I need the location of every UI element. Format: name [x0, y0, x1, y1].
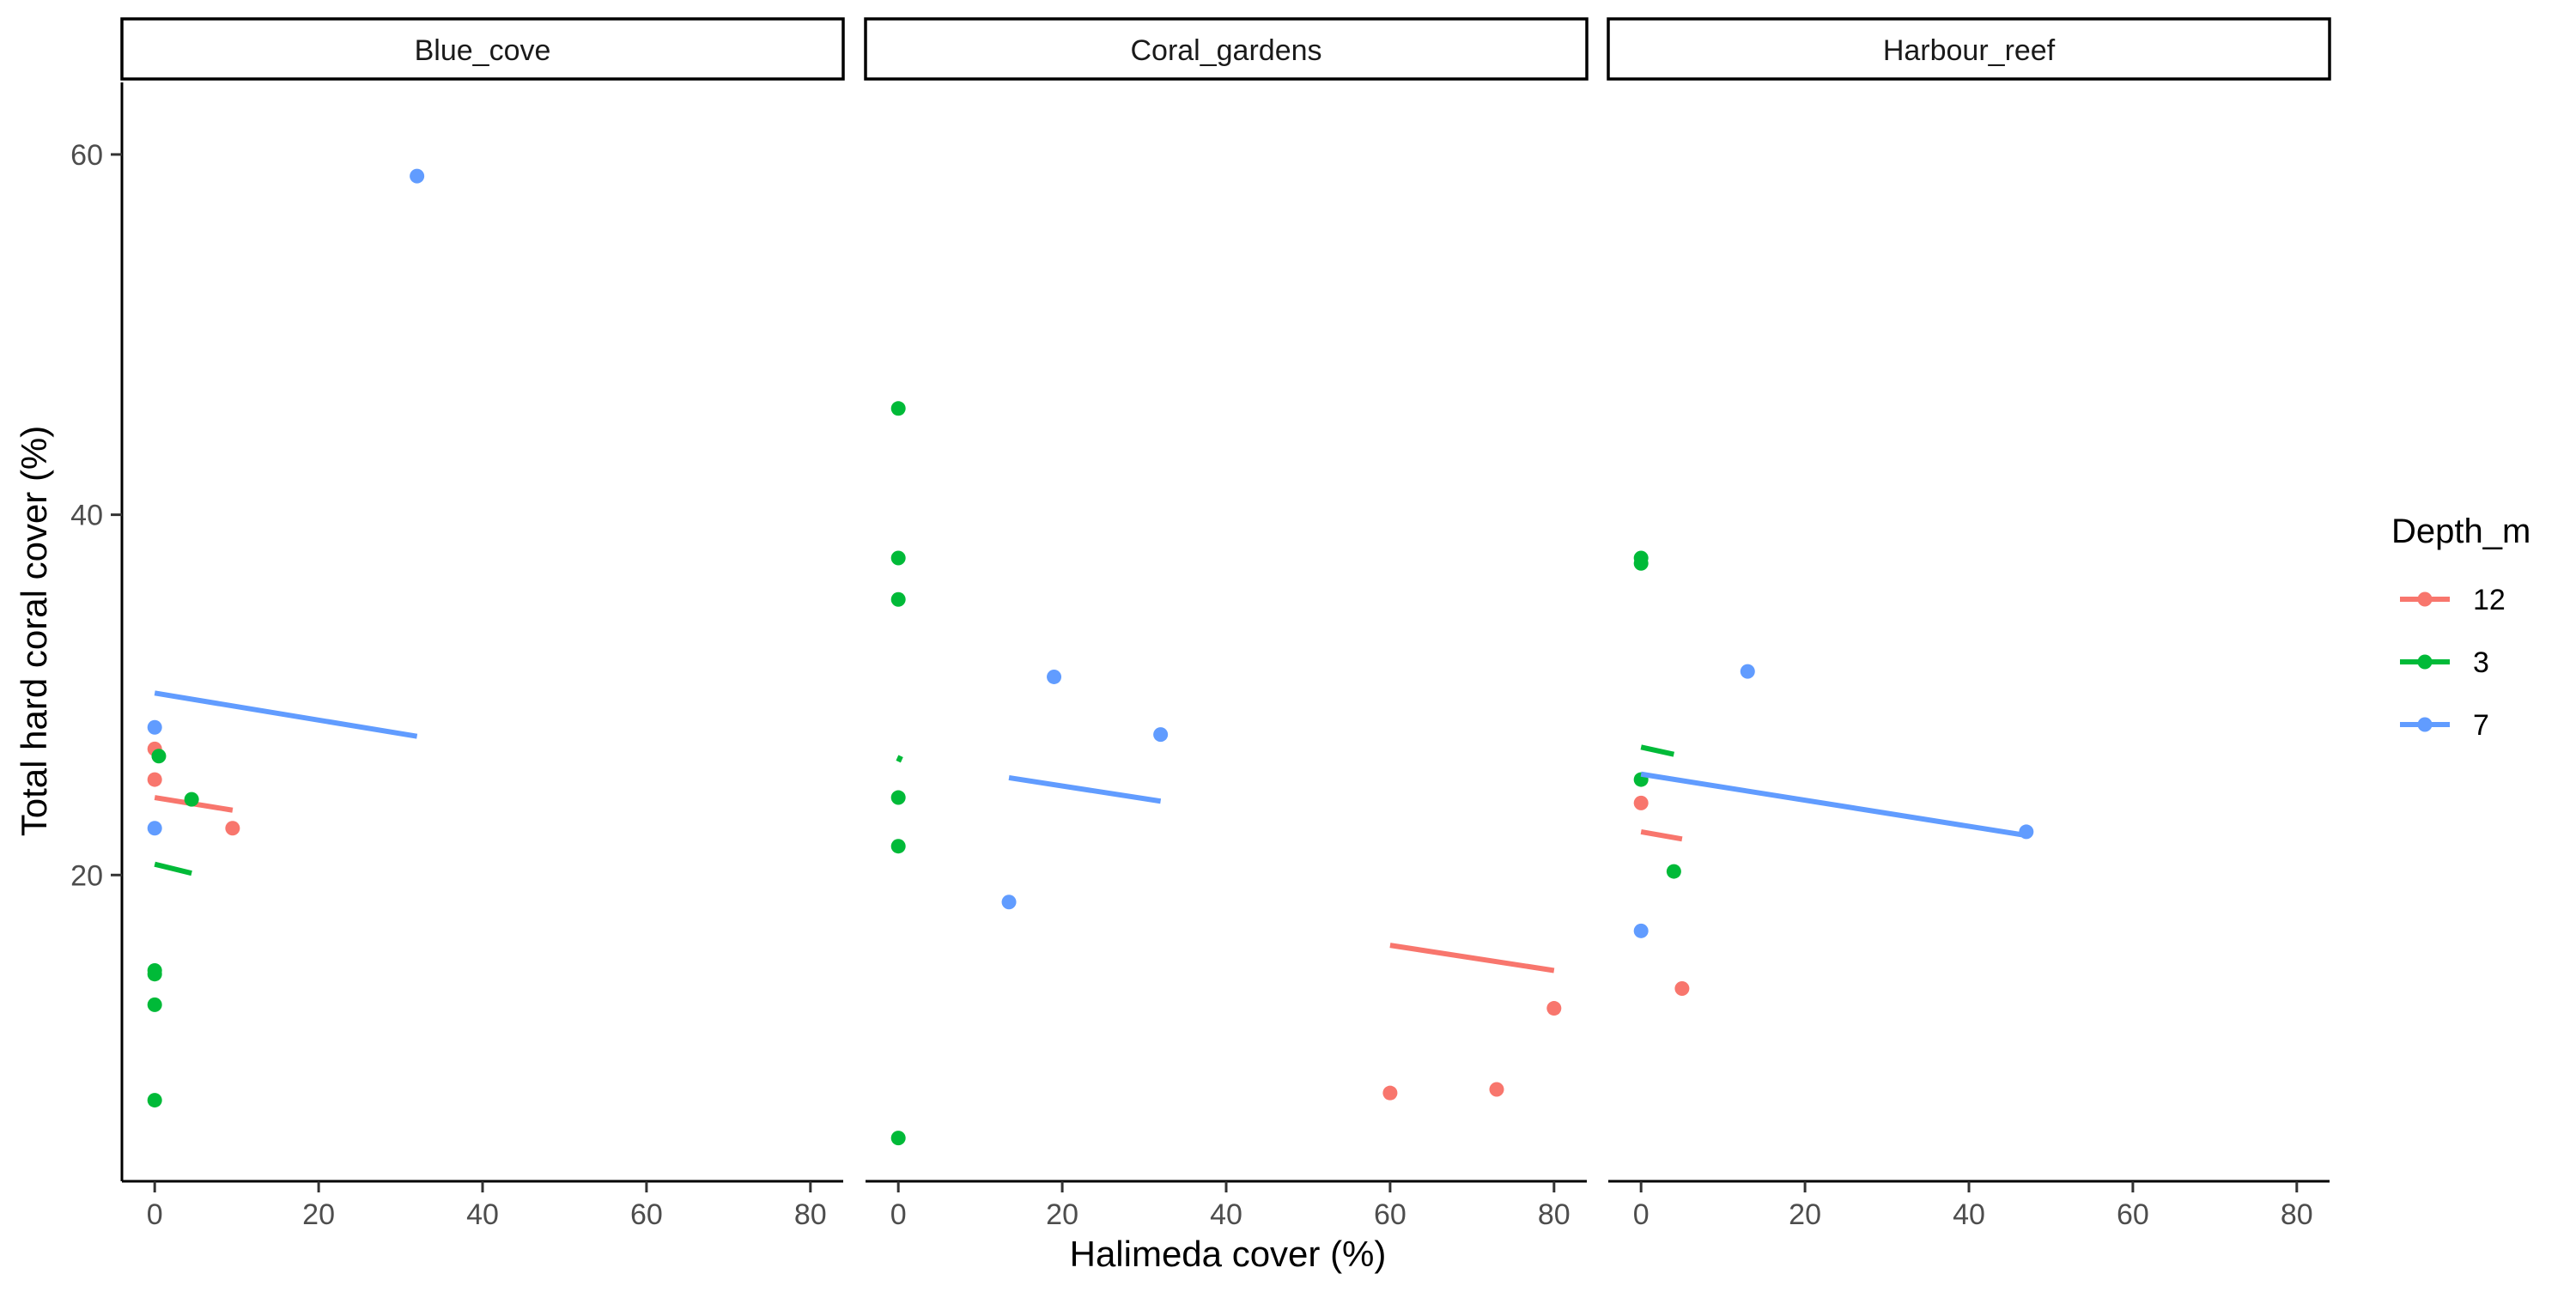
facet-strip: [864, 17, 1589, 81]
data-point: [890, 401, 906, 416]
facet-strip: [1607, 17, 2331, 81]
fit-line: [1640, 828, 1683, 842]
x-tick-label: 0: [1633, 1198, 1649, 1231]
data-point: [147, 719, 162, 735]
x-tick-label: 40: [1210, 1198, 1242, 1231]
facet-strip: [120, 17, 845, 81]
data-point: [1633, 923, 1649, 938]
facet-panels: Blue_cove 0 20 40 60 80 20 40 60 Coral_gardens 0 20…: [70, 17, 2331, 1231]
facet-panel-Blue_cove: Blue_cove 0 20 40 60 80 20 40 60: [70, 17, 845, 1231]
facet-panel-Harbour_reef: Harbour_reef 0 20 40 60 80: [1607, 17, 2331, 1231]
x-tick-label: 80: [794, 1198, 827, 1231]
data-point: [1153, 727, 1169, 743]
x-tick-label: 60: [1374, 1198, 1406, 1231]
x-tick-label: 20: [302, 1198, 335, 1231]
fit-line: [896, 755, 903, 763]
series-7: [1001, 669, 1169, 910]
data-point: [890, 790, 906, 805]
data-point: [2019, 824, 2034, 840]
data-point: [151, 749, 167, 764]
data-point: [890, 839, 906, 854]
data-point: [1047, 669, 1062, 684]
data-point: [147, 1093, 162, 1108]
data-point: [410, 168, 425, 184]
y-tick-label: 60: [70, 139, 103, 172]
series-7: [147, 168, 425, 836]
x-tick-label: 80: [2281, 1198, 2313, 1231]
series-3: [147, 749, 199, 1108]
legend-entries: 12 3 7: [2400, 584, 2506, 742]
legend-entry-3: 3: [2400, 646, 2489, 679]
legend-key-point: [2417, 591, 2433, 607]
x-axis-title: Halimeda cover (%): [1070, 1234, 1387, 1274]
series-12: [1382, 943, 1562, 1101]
fit-line: [1008, 775, 1162, 804]
y-axis-title: Total hard coral cover (%): [14, 426, 54, 837]
data-point: [225, 821, 240, 836]
data-point: [1489, 1082, 1504, 1097]
facet-panel-Coral_gardens: Coral_gardens 0 20 40 60 80: [864, 17, 1589, 1231]
data-point: [1666, 864, 1681, 879]
data-point: [147, 967, 162, 982]
legend-title: Depth_m: [2391, 513, 2530, 550]
legend: Depth_m 12 3 7: [2391, 513, 2530, 742]
data-point: [1633, 555, 1649, 571]
fit-line: [1389, 943, 1555, 974]
series-7: [1633, 664, 2034, 938]
data-point: [1546, 1001, 1562, 1016]
x-tick-label: 20: [1046, 1198, 1078, 1231]
series-12: [1633, 795, 1690, 996]
legend-label: 7: [2473, 709, 2489, 742]
y-tick-label: 40: [70, 500, 103, 532]
legend-label: 12: [2473, 584, 2506, 616]
data-point: [1740, 664, 1755, 679]
series-3: [1633, 550, 1681, 879]
data-point: [890, 1131, 906, 1146]
data-point: [147, 821, 162, 836]
x-tick-label: 60: [630, 1198, 663, 1231]
legend-key-point: [2417, 717, 2433, 732]
fit-line: [154, 861, 192, 876]
facet-strip-label: Harbour_reef: [1883, 34, 2056, 67]
data-point: [1674, 980, 1690, 996]
fit-line: [1640, 771, 2027, 839]
x-tick-label: 0: [147, 1198, 163, 1231]
legend-entry-7: 7: [2400, 709, 2489, 742]
x-tick-label: 20: [1789, 1198, 1821, 1231]
fit-line: [1640, 744, 1675, 757]
y-tick-label: 20: [70, 859, 103, 892]
data-point: [1633, 795, 1649, 810]
data-point: [890, 550, 906, 566]
data-point: [147, 997, 162, 1012]
x-tick-label: 60: [2117, 1198, 2149, 1231]
x-tick-label: 40: [1953, 1198, 1985, 1231]
x-tick-label: 0: [890, 1198, 907, 1231]
data-point: [890, 591, 906, 607]
x-tick-label: 80: [1538, 1198, 1571, 1231]
legend-entry-12: 12: [2400, 584, 2506, 616]
facet-strip-label: Blue_cove: [415, 34, 551, 67]
data-point: [184, 792, 199, 807]
data-point: [147, 772, 162, 787]
legend-key-point: [2417, 654, 2433, 670]
legend-label: 3: [2473, 646, 2489, 679]
facet-strip-label: Coral_gardens: [1130, 34, 1321, 67]
x-tick-label: 40: [466, 1198, 499, 1231]
data-point: [1001, 895, 1017, 910]
series-3: [890, 401, 906, 1146]
data-point: [1382, 1085, 1398, 1101]
fit-line: [154, 690, 418, 739]
